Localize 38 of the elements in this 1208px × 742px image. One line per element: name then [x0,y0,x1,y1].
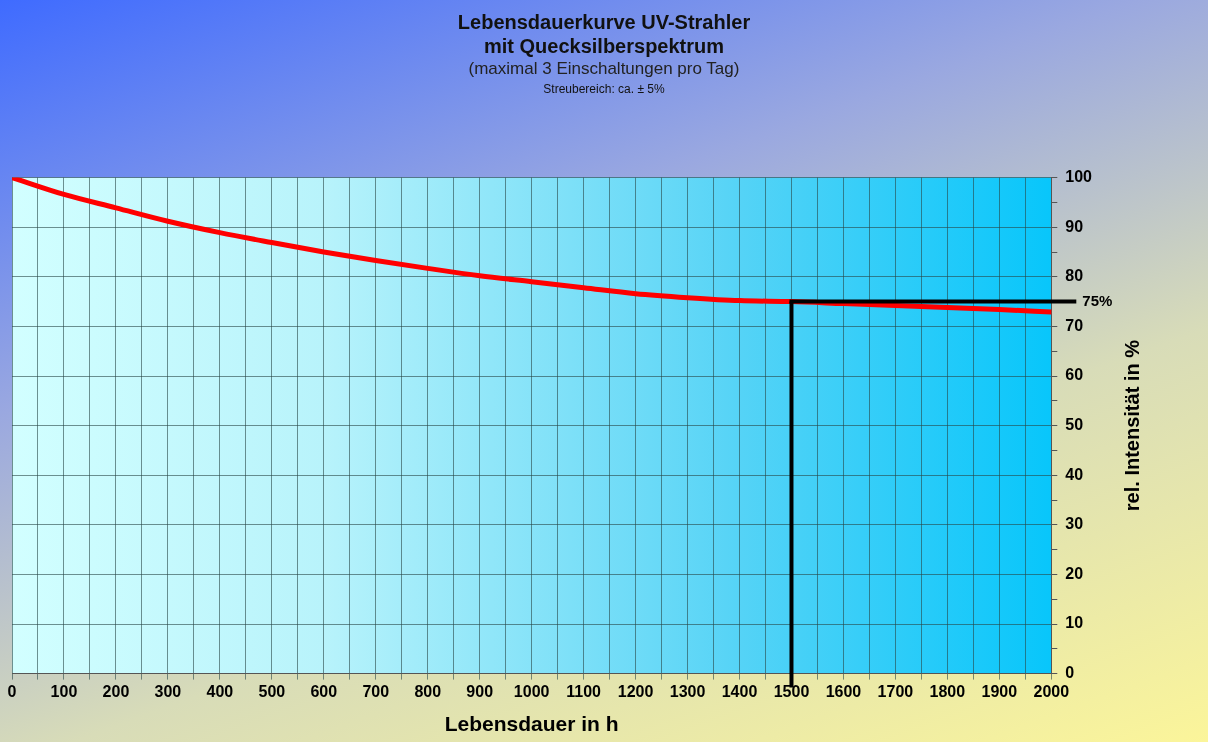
x-tick-label: 600 [310,682,338,700]
x-tick-label: 1500 [773,682,810,700]
x-tick-label: 100 [50,682,78,700]
x-tick-label: 1200 [617,682,654,700]
y-tick-label: 60 [1065,366,1084,384]
x-tick-label: 0 [7,682,17,700]
x-tick-label: 1600 [825,682,862,700]
x-tick-label: 200 [102,682,130,700]
x-tick-label: 900 [466,682,494,700]
y-axis-title: rel. Intensität in % [1120,339,1143,512]
x-tick-label: 1000 [513,682,550,700]
y-tick-label: 80 [1065,267,1084,285]
x-axis-title: Lebensdauer in h [444,712,619,736]
x-tick-label: 1700 [877,682,914,700]
chart-subtitle: (maximal 3 Einschaltungen pro Tag) [467,59,741,79]
y-tick-label: 30 [1065,515,1084,533]
text: Streubereich: ca. ± 5% [542,82,666,96]
x-tick-label: 1400 [721,682,758,700]
y-tick-label: 10 [1065,614,1084,632]
x-tick-label: 500 [258,682,286,700]
x-tick-label: 1800 [929,682,966,700]
x-tick-label: 2000 [1033,682,1070,700]
x-tick-label: 700 [362,682,390,700]
x-tick-label: 400 [206,682,234,700]
y-tick-label: 70 [1065,316,1084,334]
y-tick-label: 90 [1065,217,1084,235]
chart-title: Lebensdauerkurve UV-Strahler mit Quecksilberspektrum [456,10,752,58]
ref-line-label: 75% [1082,291,1113,309]
x-tick-label: 300 [154,682,182,700]
y-tick-label: 20 [1065,564,1084,582]
y-tick-label: 0 [1065,664,1075,682]
x-tick-label: 1900 [981,682,1018,700]
y-tick-label: 100 [1065,168,1093,186]
y-tick-label: 50 [1065,416,1084,434]
x-tick-label: 800 [414,682,442,700]
y-tick-label: 40 [1065,465,1084,483]
x-tick-label: 1300 [669,682,706,700]
x-tick-label: 1100 [566,682,602,700]
